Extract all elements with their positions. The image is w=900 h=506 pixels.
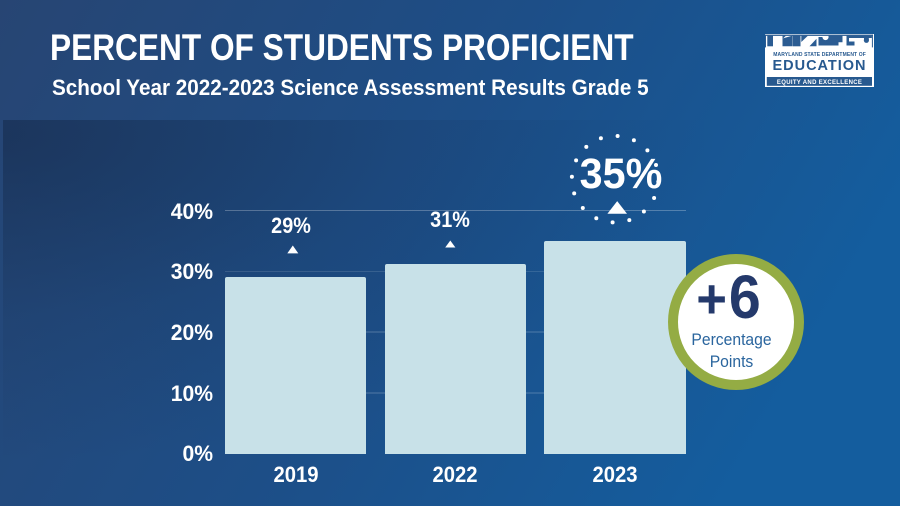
svg-text:MARYLAND STATE DEPARTMENT OF: MARYLAND STATE DEPARTMENT OF <box>773 52 866 58</box>
svg-text:EDUCATION: EDUCATION <box>773 58 866 74</box>
svg-text:EQUITY AND EXCELLENCE: EQUITY AND EXCELLENCE <box>777 80 862 86</box>
